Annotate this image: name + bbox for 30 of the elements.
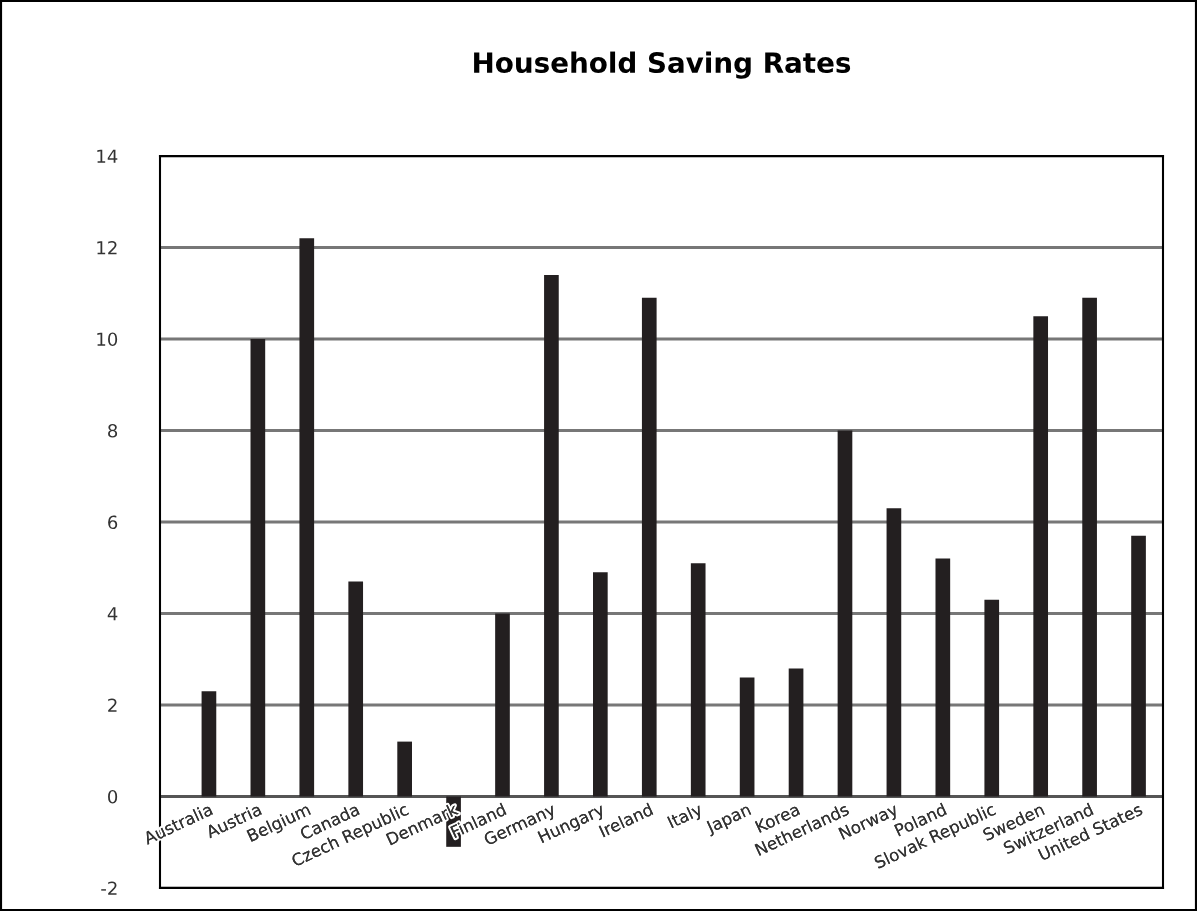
bar xyxy=(788,668,804,797)
bar xyxy=(690,563,706,797)
bar xyxy=(201,691,217,797)
y-tick-label: 4 xyxy=(107,607,118,621)
y-tick-label: 12 xyxy=(97,240,117,255)
bar xyxy=(1033,316,1049,797)
bar xyxy=(544,274,559,797)
bar xyxy=(1082,297,1097,797)
y-tick-label: 6 xyxy=(108,515,118,530)
chart-title: Household Saving Rates xyxy=(474,51,851,79)
bar xyxy=(641,297,657,797)
y-tick-label: 10 xyxy=(97,332,118,347)
bar xyxy=(299,238,315,797)
bar xyxy=(250,339,266,797)
bar xyxy=(984,599,1000,797)
bar xyxy=(593,572,608,797)
bar xyxy=(397,741,412,797)
bar xyxy=(837,430,853,797)
bar xyxy=(1131,535,1146,797)
y-tick-label: 8 xyxy=(108,423,118,438)
bar xyxy=(348,581,364,797)
y-tick-label: 14 xyxy=(97,149,118,163)
y-tick-label: 2 xyxy=(108,698,117,712)
bar xyxy=(886,508,902,797)
bar xyxy=(495,613,510,797)
bar xyxy=(935,558,951,797)
y-tick-label: 0 xyxy=(108,789,118,804)
bar xyxy=(739,677,755,797)
x-tick-label: Italy xyxy=(666,802,705,832)
y-tick-label: -2 xyxy=(101,881,117,895)
